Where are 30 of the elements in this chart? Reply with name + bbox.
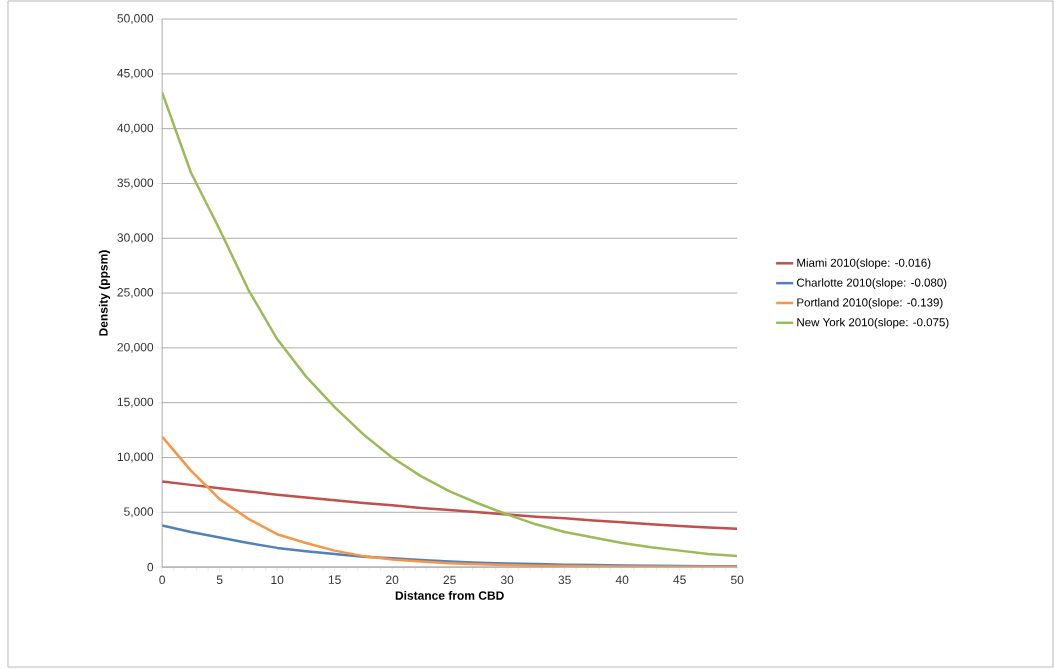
x-tick-label: 50	[730, 575, 744, 585]
y-tick-label: 5,000	[124, 507, 154, 518]
y-tick-label: 0	[147, 562, 154, 572]
y-tick-label: 15,000	[117, 397, 154, 408]
y-tick-label: 40,000	[117, 123, 154, 134]
x-tick-label: 25	[443, 575, 456, 585]
x-tick-label: 0	[159, 575, 166, 585]
y-tick-label: 35,000	[117, 178, 154, 189]
x-tick-label: 35	[558, 575, 571, 585]
legend-label: New York 2010(slope: -0.075)	[797, 317, 949, 329]
x-tick-label: 15	[328, 575, 341, 584]
x-axis-title: Distance from CBD	[395, 590, 504, 600]
y-tick-label: 25,000	[117, 288, 154, 299]
y-axis-title: Density (ppsm)	[98, 250, 111, 336]
legend-label: Charlotte 2010(slope: -0.080)	[797, 278, 947, 289]
x-tick-label: 5	[216, 575, 223, 584]
line-series	[162, 480, 738, 530]
x-tick-label: 45	[673, 575, 686, 584]
x-tick-label: 10	[271, 575, 284, 585]
legend-label: Miami 2010(slope: -0.016)	[797, 258, 931, 270]
y-tick-label: 30,000	[117, 233, 154, 244]
y-tick-label: 50,000	[117, 14, 154, 25]
y-tick-label: 45,000	[117, 68, 154, 79]
x-tick-label: 30	[500, 575, 514, 585]
legend-label: Portland 2010(slope: -0.139)	[797, 298, 943, 309]
x-tick-label: 20	[386, 575, 399, 585]
line-series	[162, 91, 738, 558]
y-tick-label: 10,000	[117, 452, 154, 463]
x-tick-label: 40	[615, 575, 629, 585]
y-tick-label: 20,000	[117, 342, 154, 353]
